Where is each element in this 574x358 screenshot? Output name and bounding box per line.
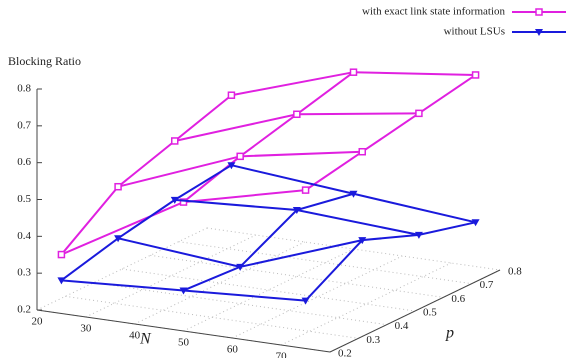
point (114, 182, 122, 191)
x-tick-label: 70 (276, 351, 288, 358)
point (171, 137, 179, 145)
z-tick-label: 0.8 (17, 83, 31, 95)
point (179, 198, 188, 206)
y-tick-label: 0.6 (451, 293, 465, 305)
point (114, 235, 123, 243)
point (236, 152, 244, 161)
point (349, 190, 358, 198)
grid-line (93, 282, 387, 326)
y-tick-label: 0.4 (395, 320, 409, 332)
z-tick-label: 0.4 (17, 230, 31, 242)
grid-line (65, 295, 359, 339)
y-axis-title: p (445, 325, 454, 342)
point (236, 263, 245, 271)
z-tick-label: 0.7 (17, 119, 31, 131)
y-tick-label: 0.8 (508, 266, 522, 278)
series-line (183, 192, 354, 292)
y-tick-label: 0.3 (366, 334, 380, 346)
point (227, 91, 236, 99)
series-line (174, 198, 420, 236)
x-tick-label: 50 (178, 337, 190, 349)
point (471, 71, 480, 79)
z-tick-label: 0.6 (17, 156, 31, 168)
legend-label: without LSUs (444, 26, 505, 38)
y-tick-label: 0.2 (338, 348, 352, 358)
point (301, 297, 310, 305)
point (227, 162, 236, 170)
point (292, 207, 301, 215)
series-line (182, 71, 355, 203)
legend-marker (535, 29, 543, 36)
point (415, 109, 423, 118)
series-line (60, 164, 232, 282)
point (57, 250, 66, 259)
series-line (305, 74, 477, 191)
z-tick-label: 0.3 (17, 267, 31, 279)
y-tick-label: 0.7 (480, 279, 494, 291)
axis-line (36, 309, 331, 353)
point (170, 196, 179, 204)
point (471, 219, 480, 227)
x-tick-label: 30 (80, 323, 92, 335)
point (414, 231, 423, 239)
point (358, 147, 366, 156)
legend-label: with exact link state information (362, 6, 505, 18)
point (57, 277, 66, 285)
z-axis-title: Blocking Ratio (8, 54, 81, 68)
y-tick-label: 0.5 (423, 307, 437, 319)
z-tick-label: 0.5 (17, 193, 31, 205)
point (301, 186, 310, 194)
x-tick-label: 20 (32, 316, 44, 328)
x-tick-label: 40 (129, 330, 141, 342)
point (179, 287, 188, 295)
z-tick-label: 0.2 (17, 304, 31, 316)
series-line (60, 94, 233, 256)
x-tick-label: 60 (227, 344, 239, 356)
point (358, 237, 367, 245)
series-line (304, 221, 476, 302)
point (349, 68, 358, 76)
axis-line (329, 269, 501, 353)
x-axis-title: N (139, 331, 152, 348)
legend-marker (535, 8, 543, 16)
point (293, 110, 301, 119)
